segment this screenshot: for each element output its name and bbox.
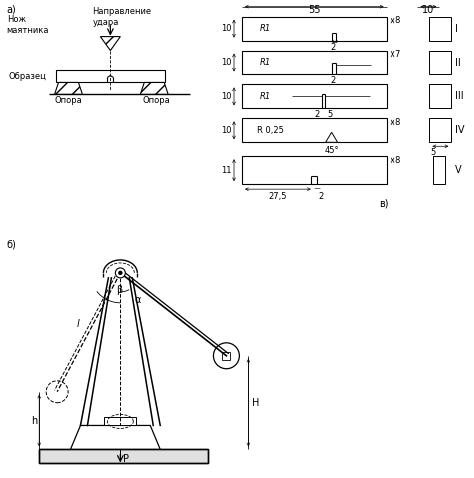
Bar [242,156,387,184]
Bar [242,17,387,41]
Bar [429,51,451,63]
Text: α: α [134,295,141,305]
Bar [433,156,446,165]
Text: 2: 2 [319,192,324,201]
Bar [242,51,387,75]
Polygon shape [100,37,120,51]
Text: 2: 2 [330,43,335,52]
Bar [104,417,137,425]
Polygon shape [55,83,82,95]
Bar [429,85,451,92]
Text: I: I [456,23,458,33]
Text: 27,5: 27,5 [269,192,287,201]
Text: 45°: 45° [324,146,339,155]
Text: 11: 11 [221,166,232,174]
Bar [242,85,387,109]
Text: 10: 10 [221,24,232,33]
Text: R1: R1 [260,24,271,33]
Text: R1: R1 [260,58,271,67]
Circle shape [119,272,122,274]
Text: 5: 5 [431,148,436,157]
Text: 8: 8 [394,156,400,165]
Bar [429,17,451,41]
Text: Опора: Опора [142,97,170,106]
Bar [429,85,451,109]
Text: 10: 10 [221,126,232,135]
Bar [429,119,451,142]
Polygon shape [140,83,168,95]
Text: 5: 5 [328,110,333,120]
Text: IV: IV [456,125,465,135]
Text: Образец: Образец [9,72,46,81]
Bar [55,70,165,83]
Text: Направление
удара: Направление удара [92,7,152,27]
Bar [242,119,387,142]
Text: 10: 10 [221,92,232,101]
Text: 8: 8 [394,16,400,25]
Text: l: l [77,319,80,329]
Text: 8: 8 [394,118,400,127]
Bar [433,156,446,184]
Text: III: III [456,91,464,101]
Circle shape [115,268,125,278]
Bar [222,352,230,360]
Text: 10: 10 [422,5,435,15]
Text: II: II [456,57,461,67]
Text: 2: 2 [330,76,335,86]
Text: P: P [123,455,129,464]
Circle shape [213,343,239,369]
Bar [429,25,451,41]
Text: в): в) [380,198,389,208]
Bar [38,449,208,463]
Circle shape [46,381,68,403]
Text: 55: 55 [308,5,320,15]
Text: β: β [116,285,123,295]
Text: 10: 10 [221,58,232,67]
Text: V: V [456,165,462,175]
Text: 2: 2 [314,110,319,120]
Text: a): a) [7,5,17,15]
Text: Опора: Опора [55,97,82,106]
Text: h: h [31,415,37,425]
Text: 7: 7 [394,50,400,58]
Text: R1: R1 [260,92,271,101]
Text: Нож
маятника: Нож маятника [7,15,49,35]
Bar [429,119,451,139]
Bar [429,51,451,75]
Text: H: H [252,398,260,408]
Text: б): б) [7,240,17,250]
Polygon shape [326,132,337,142]
Text: R 0,25: R 0,25 [257,126,284,135]
Polygon shape [71,425,160,449]
